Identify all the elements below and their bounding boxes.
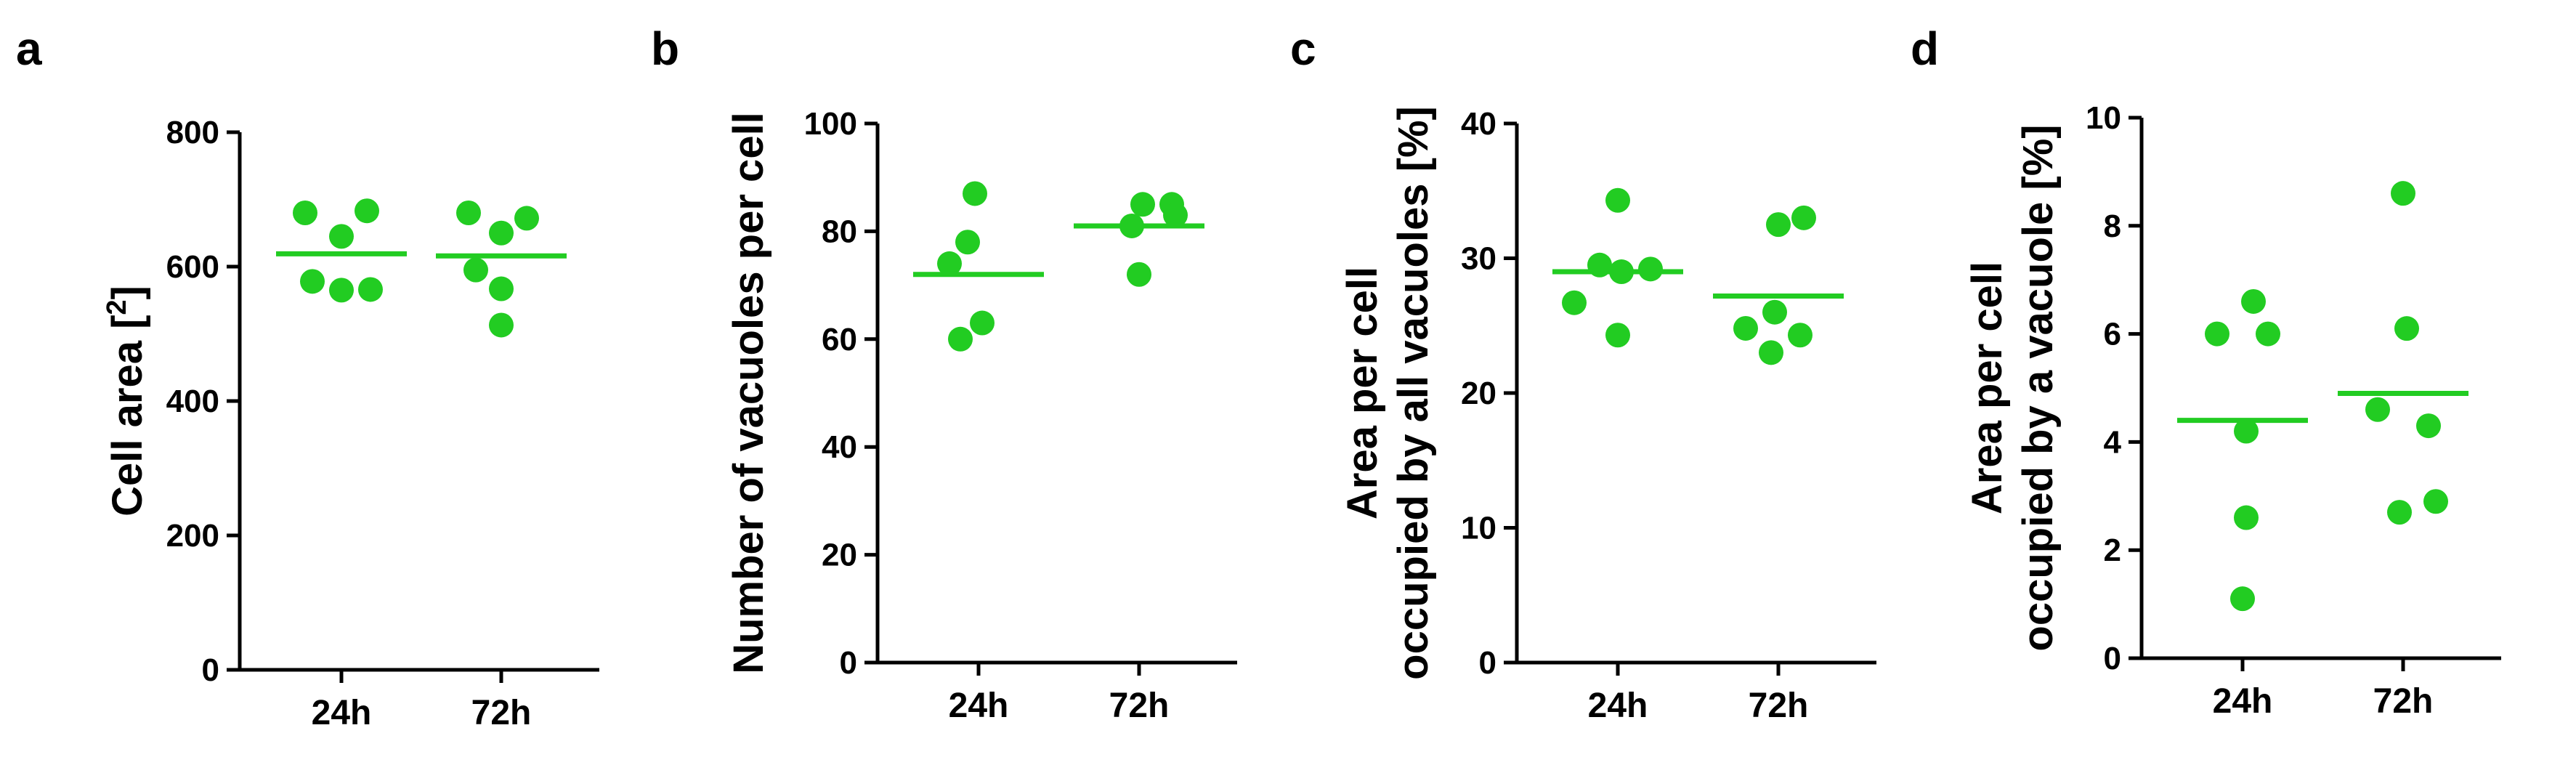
y-tick-label: 0 [2104, 641, 2121, 676]
y-tick-label: 600 [166, 249, 219, 285]
y-axis-label-line: Cell area [2] [102, 286, 151, 517]
data-point [329, 224, 354, 249]
panel-c: c 0 10 20 30 40 24h 72h Area per cell occupied b… [1279, 0, 1918, 765]
x-tick-label: 72h [2373, 682, 2434, 721]
y-tick-label: 80 [822, 214, 857, 249]
panel-label-a: a [16, 23, 42, 75]
y-tick-label: 800 [166, 115, 219, 150]
y-tick-label: 10 [1461, 511, 1496, 546]
data-point [2241, 288, 2266, 314]
data-point [2423, 489, 2448, 514]
panel-b: b 0 20 40 60 80 100 24h 72h Number of vacuoles p… [639, 0, 1279, 765]
x-tick-label: 72h [471, 694, 532, 732]
data-point [489, 220, 514, 246]
y-tick-label: 10 [2086, 100, 2121, 136]
data-point [2365, 397, 2390, 422]
x-tick-label: 72h [1749, 687, 1809, 725]
y-axis-label: Cell area [2] [102, 286, 151, 517]
y-tick-label: 100 [804, 106, 857, 142]
x-tick-label: 24h [949, 687, 1009, 725]
data-point [1605, 323, 1630, 348]
y-tick-label: 4 [2104, 424, 2122, 460]
y-axis-label-line: Area per cell [1339, 267, 1386, 519]
data-point [1733, 315, 1758, 341]
data-point [1562, 290, 1587, 315]
data-point [1163, 203, 1188, 228]
panel-a: a 0 200 400 600 800 24h 72h Cell area [2] [0, 0, 639, 765]
data-point [1130, 192, 1155, 217]
y-axis-label-line: Number of vacuoles per cell [725, 112, 772, 674]
data-point [514, 206, 539, 231]
data-point [2256, 321, 2280, 347]
y-axis-label-line: occupied by a vacuole [%] [2014, 124, 2062, 651]
y-tick-label: 200 [166, 518, 219, 554]
y-tick-label: 0 [202, 652, 219, 688]
data-point [1127, 262, 1151, 287]
data-point [2394, 316, 2419, 341]
y-tick-label: 0 [1479, 645, 1496, 681]
data-point [293, 201, 317, 225]
data-point [2416, 413, 2441, 439]
y-axis-label: Number of vacuoles per cell [725, 112, 772, 674]
data-point [300, 269, 325, 294]
data-point [1762, 299, 1787, 325]
y-tick-label: 2 [2104, 533, 2121, 568]
data-point [2234, 418, 2259, 444]
data-point [489, 312, 514, 338]
chart-a: 0 200 400 600 800 24h 72h Cell area [2] [102, 115, 599, 732]
data-point [2205, 321, 2229, 347]
data-point [358, 277, 383, 302]
data-point [937, 251, 962, 276]
data-point [1766, 212, 1791, 238]
chart-d: 0 2 4 6 8 10 24h 72h Area per cell occupied by a … [1964, 100, 2501, 721]
y-tick-label: 60 [822, 322, 857, 357]
data-point [2387, 500, 2412, 525]
data-point [2391, 181, 2415, 206]
data-point [948, 326, 973, 352]
data-point [1788, 323, 1812, 348]
y-tick-label: 20 [1461, 376, 1496, 411]
data-point [1638, 256, 1663, 282]
chart-b: 0 20 40 60 80 100 24h 72h Number of vacuoles per… [725, 106, 1237, 725]
y-tick-label: 8 [2104, 209, 2121, 244]
panel-label-b: b [651, 23, 680, 75]
y-axis-label-line: occupied by all vacuoles [%] [1390, 106, 1437, 680]
data-point [2234, 505, 2259, 530]
data-point [1759, 340, 1783, 365]
y-tick-label: 20 [822, 538, 857, 573]
y-tick-label: 30 [1461, 241, 1496, 277]
data-point [2230, 586, 2255, 612]
y-tick-label: 0 [840, 645, 857, 681]
data-point [329, 278, 354, 303]
data-point [456, 201, 481, 225]
panel-d: d 0 2 4 6 8 10 24h 72h Area per cell occupied by … [1903, 0, 2576, 765]
y-axis-label-line: Area per cell [1964, 262, 2011, 514]
data-point [1791, 205, 1816, 230]
data-point [955, 230, 980, 255]
y-tick-label: 40 [822, 429, 857, 465]
data-point [963, 181, 987, 206]
y-tick-label: 400 [166, 384, 219, 419]
data-point [489, 276, 514, 301]
data-point [463, 257, 488, 283]
y-tick-label: 40 [1461, 106, 1496, 142]
x-tick-label: 24h [312, 694, 372, 732]
x-tick-label: 24h [2213, 682, 2273, 721]
y-axis-label: Area per cell occupied by a vacuole [%] [1964, 124, 2062, 651]
panel-label-d: d [1911, 23, 1940, 75]
data-point [970, 310, 995, 336]
panel-label-c: c [1290, 23, 1316, 75]
y-axis-label: Area per cell occupied by all vacuoles [%… [1339, 106, 1437, 680]
data-point [355, 198, 379, 224]
x-tick-label: 24h [1588, 687, 1648, 725]
x-tick-label: 72h [1109, 687, 1170, 725]
data-point [1605, 187, 1630, 213]
y-tick-label: 6 [2104, 317, 2121, 352]
chart-c: 0 10 20 30 40 24h 72h Area per cell occupied by … [1339, 106, 1876, 725]
